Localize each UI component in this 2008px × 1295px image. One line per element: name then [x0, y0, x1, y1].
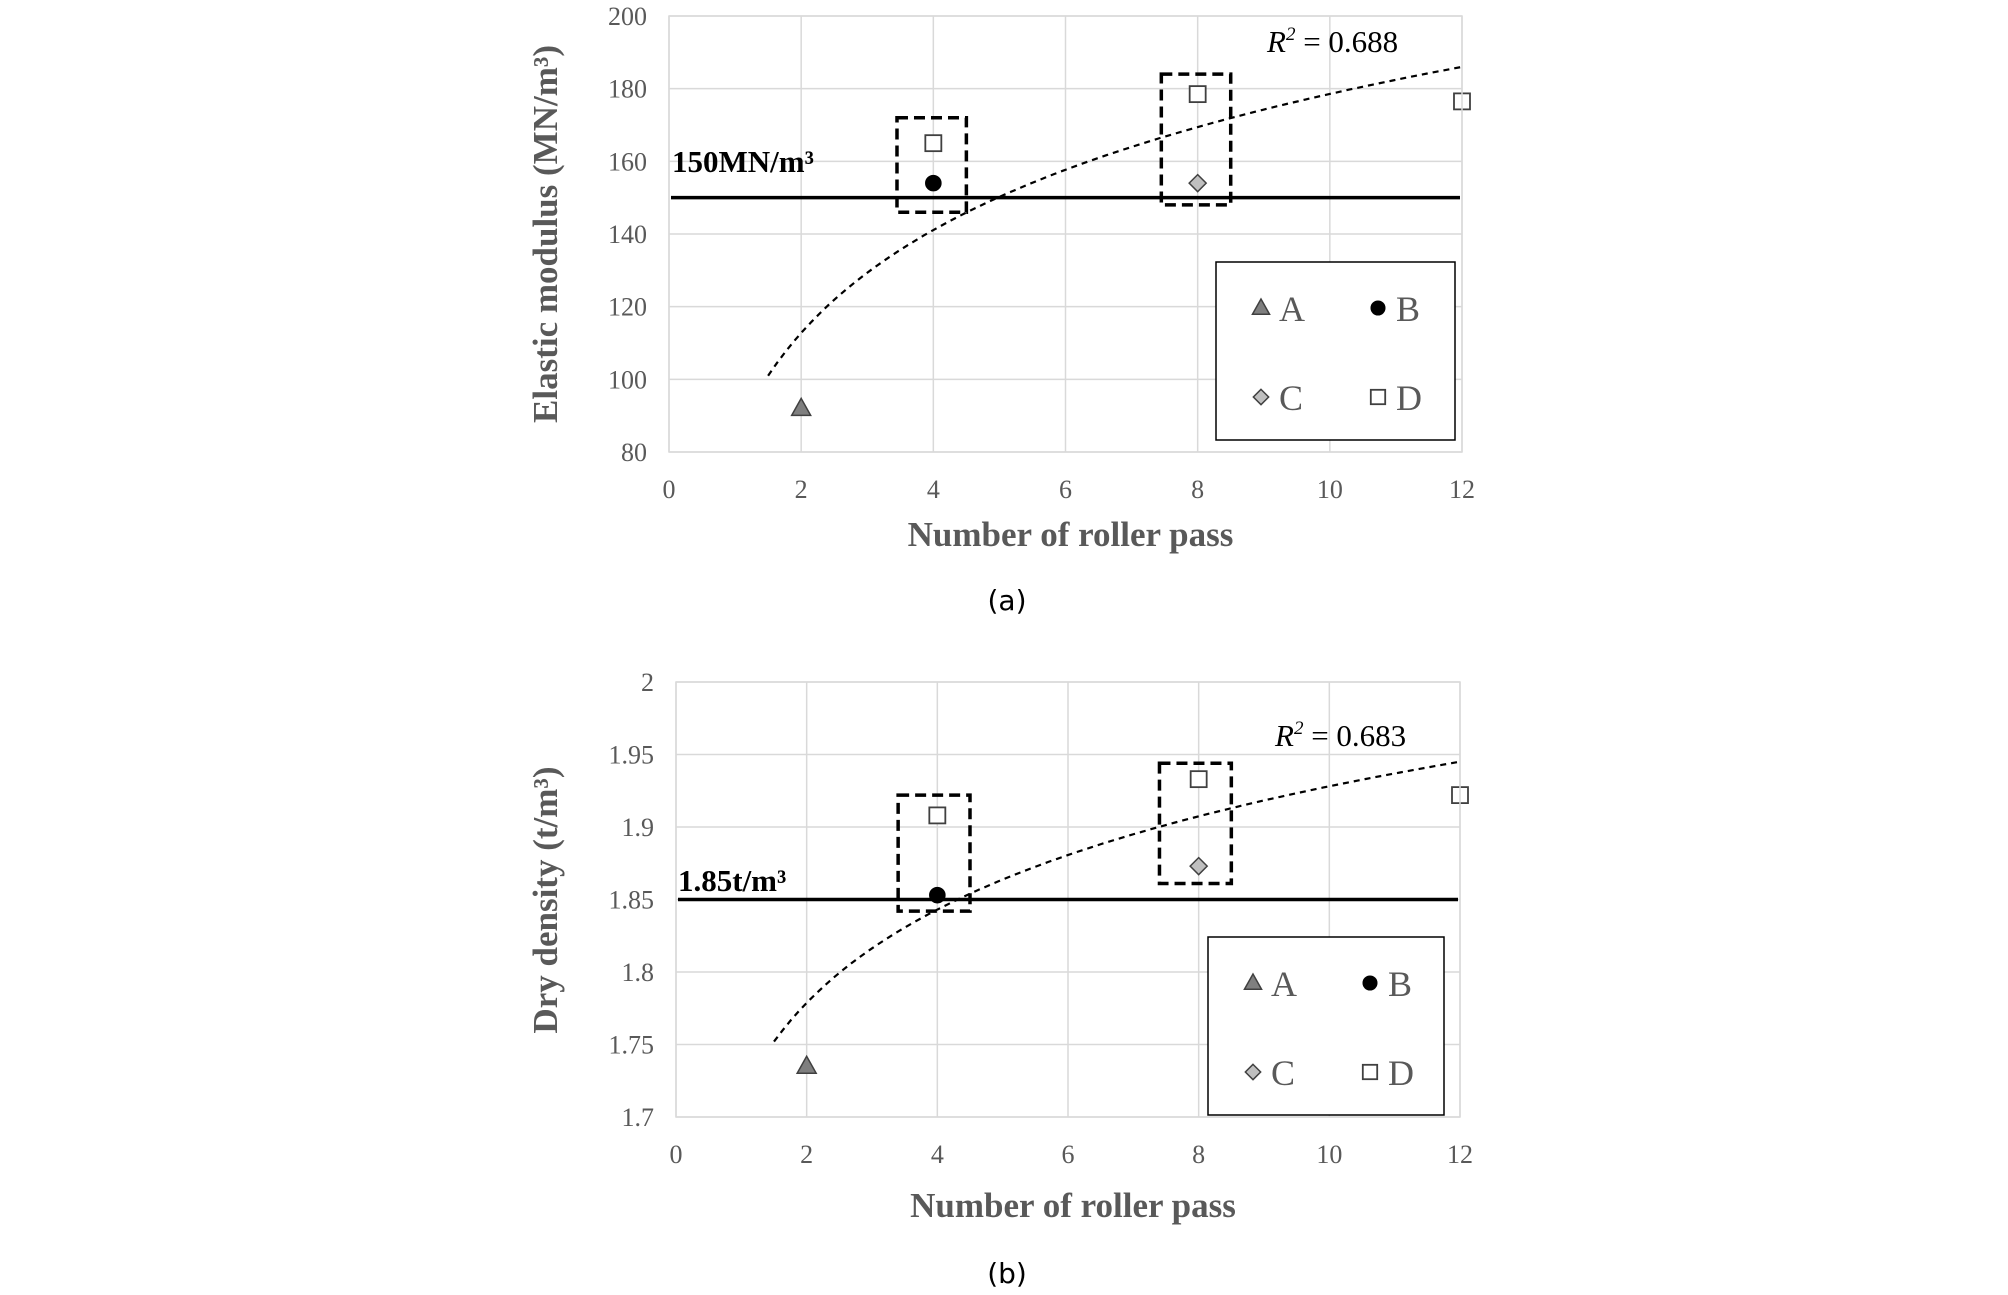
- panel-caption: (a): [987, 584, 1026, 617]
- x-tick-label: 10: [1316, 1140, 1342, 1169]
- x-tick-label: 8: [1192, 1140, 1205, 1169]
- panel-caption: (b): [987, 1257, 1027, 1290]
- x-tick-label: 2: [795, 475, 808, 504]
- y-tick-label: 2: [641, 668, 654, 697]
- r-squared-exponent: 2: [1286, 24, 1296, 45]
- r-squared-symbol: R: [1266, 24, 1286, 59]
- highlight-box: [896, 793, 972, 913]
- r-squared-symbol: R: [1274, 718, 1294, 753]
- data-point-a: [790, 396, 812, 417]
- y-tick-label: 140: [608, 220, 647, 249]
- highlight-box: [1157, 761, 1234, 886]
- y-tick-label: 120: [608, 293, 647, 322]
- x-tick-label: 4: [931, 1140, 944, 1169]
- legend-label-d: D: [1388, 1053, 1414, 1093]
- threshold-label: 1.85t/m³: [678, 863, 786, 898]
- y-tick-label: 80: [621, 438, 647, 467]
- chart-panel-a: 0 2 4 6 8 10 12 80 100 120 140 160 180 200 Number of r…: [526, 2, 1475, 617]
- plot-area: [668, 15, 1463, 453]
- y-tick-label: 1.85: [609, 886, 655, 915]
- data-point-b: [929, 886, 946, 904]
- legend-marker-a: [1251, 297, 1271, 316]
- chart-panel-b: 0 2 4 6 8 10 12 1.7 1.75 1.8 1.85 1.9 1.95 2 Number of…: [526, 668, 1473, 1290]
- highlight-box: [895, 115, 969, 214]
- data-point-d: [924, 134, 943, 153]
- threshold-label: 150MN/m³: [672, 144, 814, 179]
- r-squared-label: R2 = 0.688: [1266, 24, 1398, 59]
- trendline: [767, 65, 1463, 377]
- y-tick-label: 100: [608, 365, 647, 394]
- x-axis-title: Number of roller pass: [908, 515, 1234, 554]
- data-point-b: [925, 174, 942, 192]
- x-tick-label: 4: [927, 475, 940, 504]
- r-squared-exponent: 2: [1294, 718, 1304, 739]
- legend-box: [1215, 261, 1456, 441]
- data-point-d: [928, 806, 947, 825]
- y-tick-label: 1.7: [622, 1103, 655, 1132]
- legend-box: [1207, 936, 1445, 1116]
- r-squared-value: = 0.688: [1295, 24, 1398, 59]
- legend: A B C D: [1215, 261, 1456, 441]
- r-squared-value: = 0.683: [1303, 718, 1406, 753]
- x-axis-title: Number of roller pass: [910, 1186, 1236, 1225]
- legend: A B C D: [1207, 936, 1445, 1116]
- data-point-a: [795, 1054, 818, 1074]
- y-tick-label: 1.8: [622, 958, 655, 987]
- legend-label-c: C: [1271, 1053, 1295, 1093]
- legend-marker-a: [1243, 972, 1263, 991]
- x-tick-label: 12: [1449, 475, 1475, 504]
- x-tick-label: 0: [670, 1140, 683, 1169]
- data-point-d: [1189, 770, 1208, 789]
- data-point-c: [1188, 173, 1208, 193]
- trendline: [773, 760, 1461, 1043]
- y-tick-label: 160: [608, 147, 647, 176]
- y-axis-title: Dry density (t/m³): [526, 766, 565, 1033]
- x-tick-label: 2: [800, 1140, 813, 1169]
- legend-label-d: D: [1396, 378, 1422, 418]
- legend-marker-b: [1362, 975, 1378, 991]
- x-tick-label: 12: [1447, 1140, 1473, 1169]
- y-tick-label: 1.75: [609, 1031, 655, 1060]
- legend-label-a: A: [1271, 964, 1297, 1004]
- highlight-box: [1159, 72, 1233, 207]
- y-tick-label: 200: [608, 2, 647, 31]
- legend-label-b: B: [1396, 289, 1420, 329]
- x-tick-label: 10: [1317, 475, 1343, 504]
- legend-label-a: A: [1279, 289, 1305, 329]
- data-point-d: [1188, 85, 1207, 104]
- y-tick-label: 180: [608, 75, 647, 104]
- legend-marker-c: [1244, 1063, 1262, 1081]
- r-squared-label: R2 = 0.683: [1274, 718, 1406, 753]
- y-tick-label: 1.9: [622, 813, 655, 842]
- x-tick-label: 8: [1191, 475, 1204, 504]
- legend-marker-d: [1369, 388, 1387, 406]
- legend-marker-d: [1361, 1063, 1379, 1081]
- x-tick-label: 6: [1062, 1140, 1075, 1169]
- x-tick-label: 0: [663, 475, 676, 504]
- plot-area: [675, 681, 1461, 1118]
- legend-marker-c: [1252, 388, 1270, 406]
- data-point-c: [1189, 856, 1209, 876]
- legend-marker-b: [1370, 300, 1386, 316]
- legend-label-b: B: [1388, 964, 1412, 1004]
- legend-label-c: C: [1279, 378, 1303, 418]
- y-tick-label: 1.95: [609, 741, 655, 770]
- x-tick-label: 6: [1059, 475, 1072, 504]
- y-axis-title: Elastic modulus (MN/m³): [526, 45, 565, 423]
